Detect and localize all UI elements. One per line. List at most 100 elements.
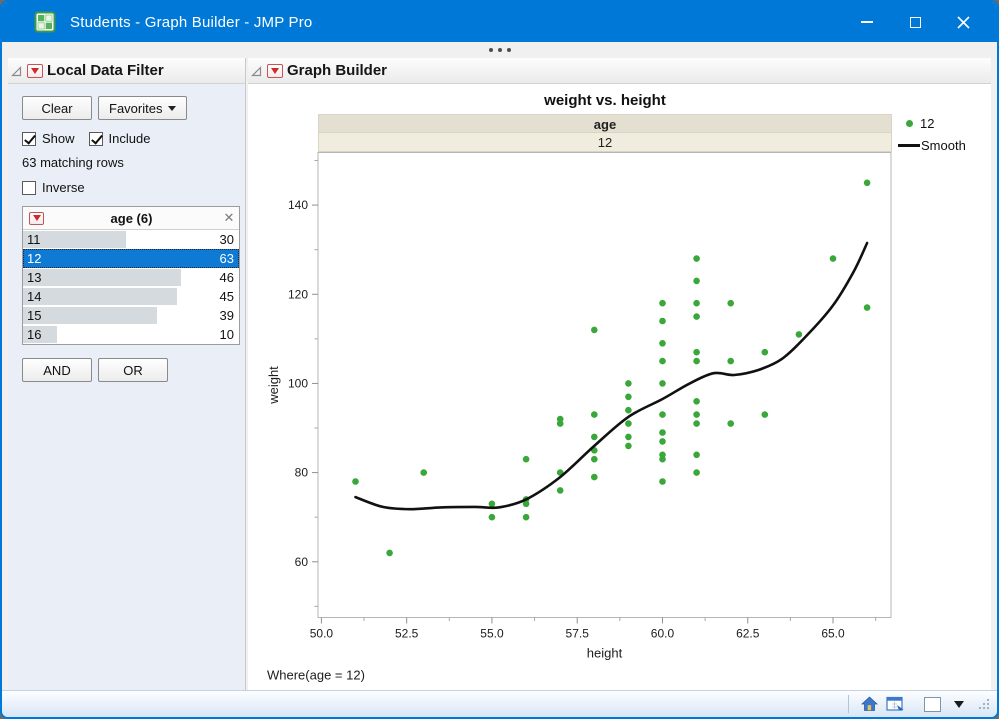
age-value: 13 [27,270,42,285]
statusbar-separator [848,695,849,713]
filter-row-age-12[interactable]: 12 63 [23,249,239,268]
data-point[interactable] [693,255,700,262]
data-point[interactable] [693,299,700,307]
data-point[interactable] [625,442,632,450]
data-point[interactable] [761,348,769,356]
filter-row-age-15[interactable]: 15 39 [23,306,239,325]
data-point[interactable] [659,317,666,325]
data-point[interactable] [659,478,666,485]
favorites-button[interactable]: Favorites [98,96,188,120]
data-point[interactable] [727,299,734,307]
data-point[interactable] [829,255,837,262]
data-point[interactable] [488,500,496,508]
data-point[interactable] [591,473,598,481]
filter-row-age-11[interactable]: 11 30 [23,230,239,249]
data-point[interactable] [625,433,632,441]
data-point[interactable] [659,438,666,445]
titlebar[interactable]: Students - Graph Builder - JMP Pro [2,2,997,42]
scatter-plot[interactable]: 50.0 52.5 55.0 57.5 60.0 62.5 65.0 60 80 100 120 14… [248,152,992,692]
data-point[interactable] [352,478,359,485]
red-triangle-menu-icon[interactable] [27,63,43,78]
data-point[interactable] [693,313,700,320]
show-checkbox[interactable] [22,131,36,146]
local-data-filter-header: Local Data Filter [8,58,245,84]
data-point[interactable] [863,304,871,311]
data-point[interactable] [522,513,530,521]
data-point[interactable] [625,420,632,427]
inverse-checkbox[interactable] [22,180,36,195]
table-window-icon[interactable] [886,696,905,713]
data-point[interactable] [591,433,598,441]
data-point[interactable] [591,326,598,334]
facet-header-band[interactable]: age [318,114,892,133]
data-point[interactable] [591,411,598,418]
data-point[interactable] [693,277,700,285]
data-point[interactable] [659,429,666,436]
maximize-button[interactable] [891,2,939,42]
legend-item-12[interactable]: 12 [898,112,966,134]
data-point[interactable] [522,500,530,508]
data-point[interactable] [591,455,598,463]
data-point[interactable] [795,331,803,338]
age-count: 63 [219,251,234,266]
data-point[interactable] [659,357,666,365]
facet-value-band[interactable]: 12 [318,133,892,152]
window-state-box[interactable] [924,696,941,712]
main-content: Local Data Filter Clear Favorites Show I… [2,58,997,690]
data-point[interactable] [659,380,666,387]
minimize-button[interactable] [843,2,891,42]
collapse-triangle-icon[interactable] [251,65,263,77]
data-point[interactable] [659,299,666,307]
local-data-filter-body: Clear Favorites Show Include 63 matching… [8,84,245,382]
filter-close-icon[interactable] [219,210,239,226]
local-data-filter-panel: Local Data Filter Clear Favorites Show I… [8,58,246,690]
data-point[interactable] [625,380,632,387]
include-checkbox[interactable] [88,131,103,146]
data-point[interactable] [727,357,734,365]
data-point[interactable] [386,549,393,557]
legend-label: Smooth [921,137,966,153]
data-point[interactable] [522,455,530,463]
data-point[interactable] [625,393,632,401]
data-point[interactable] [693,398,700,405]
data-point[interactable] [693,469,700,476]
resize-grip[interactable] [977,697,991,711]
data-point[interactable] [863,179,871,187]
data-point[interactable] [693,348,700,356]
collapse-triangle-icon[interactable] [11,65,23,77]
home-icon[interactable] [860,696,879,713]
legend-item-smooth[interactable]: Smooth [898,134,966,156]
data-point[interactable] [625,406,632,414]
data-point[interactable] [659,340,666,347]
data-point[interactable] [761,411,769,418]
close-button[interactable] [939,2,987,42]
filter-row-age-16[interactable]: 16 10 [23,325,239,344]
and-button[interactable]: AND [22,358,92,382]
data-point[interactable] [727,420,734,427]
smooth-curve[interactable] [354,241,869,511]
or-button[interactable]: OR [98,358,168,382]
filter-row-age-14[interactable]: 14 45 [23,287,239,306]
data-point[interactable] [693,357,700,365]
data-point[interactable] [693,420,700,427]
data-point[interactable] [659,455,666,463]
data-point[interactable] [420,469,427,476]
data-point[interactable] [488,513,496,521]
inverse-label: Inverse [42,180,85,195]
status-bar [2,690,997,717]
data-point[interactable] [556,487,564,494]
y-axis-label[interactable]: weight [266,366,281,405]
data-point[interactable] [693,451,700,459]
window-drag-dots[interactable] [488,48,511,52]
x-axis-label[interactable]: height [587,646,623,661]
filter-row-age-13[interactable]: 13 46 [23,268,239,287]
clear-button[interactable]: Clear [22,96,92,120]
graph-red-triangle-menu-icon[interactable] [267,63,283,78]
data-point[interactable] [659,411,666,418]
data-point[interactable] [693,411,700,418]
age-red-triangle-menu-icon[interactable] [29,211,44,225]
status-dropdown-arrow-icon[interactable] [954,700,964,708]
x-tick-label: 50.0 [310,627,334,641]
data-point[interactable] [556,420,564,427]
